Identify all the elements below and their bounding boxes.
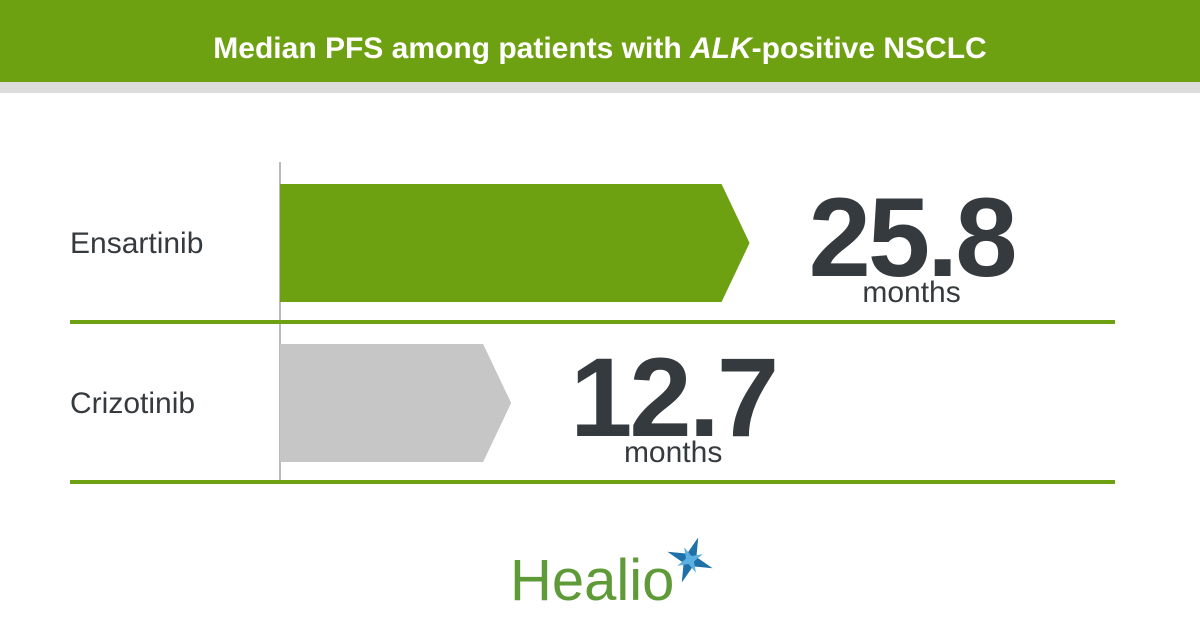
title-part: Median PFS among patients with [213,32,690,65]
bar [280,344,512,462]
value-label: 12.7 [570,335,776,460]
title-part: -positive NSCLC [752,32,987,65]
category-label: Crizotinib [70,387,195,420]
value-label: 25.8 [809,175,1015,300]
unit-label: months [624,436,722,469]
logo-star [667,537,713,583]
chart-title: Median PFS among patients with ALK-posit… [213,32,986,65]
logo: Healio [510,537,713,613]
header-band [0,0,1200,82]
bar [280,184,750,302]
unit-label: months [862,276,960,309]
category-label: Ensartinib [70,227,203,260]
header-shadow [0,82,1200,93]
logo-text: Healio [510,548,674,613]
title-part: ALK [689,32,754,65]
